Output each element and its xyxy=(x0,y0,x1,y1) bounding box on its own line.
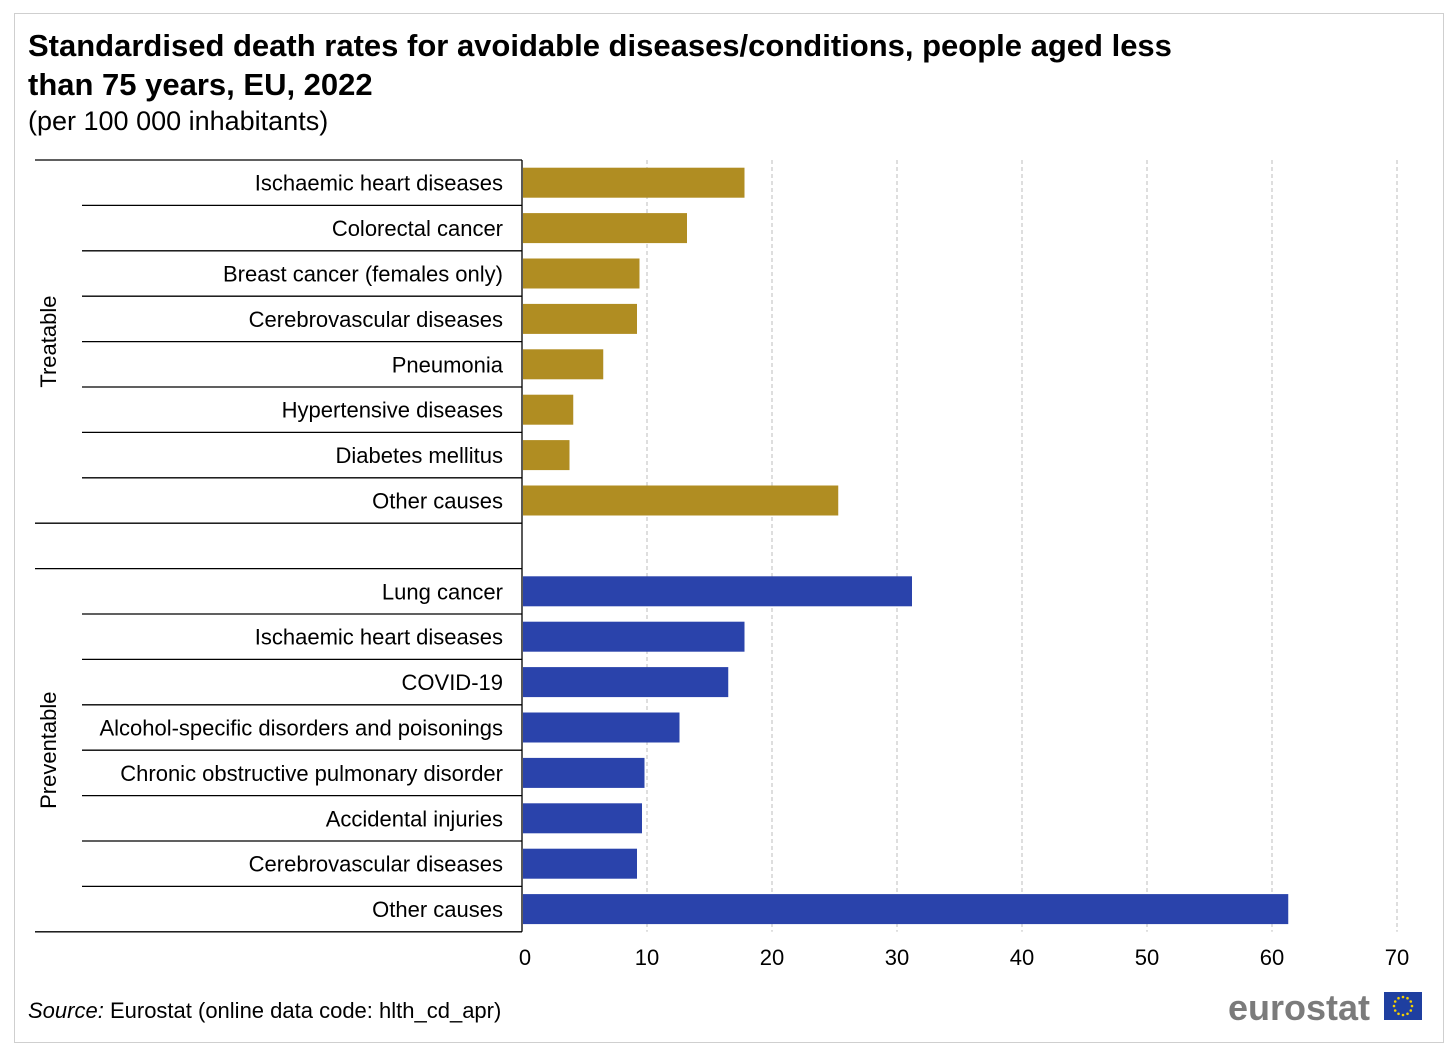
chart-title: Standardised death rates for avoidable d… xyxy=(28,28,1172,102)
category-label: Ischaemic heart diseases xyxy=(255,171,503,196)
bar xyxy=(523,303,637,334)
bar xyxy=(523,349,604,380)
x-tick-label: 70 xyxy=(1385,945,1409,970)
bar xyxy=(523,894,1289,925)
category-label: Alcohol-specific disorders and poisoning… xyxy=(99,716,503,741)
bar xyxy=(523,712,680,743)
category-label: Other causes xyxy=(372,489,503,514)
eu-flag-icon xyxy=(1384,992,1422,1020)
group-label: Treatable xyxy=(36,296,61,388)
category-label: Hypertensive diseases xyxy=(282,398,503,423)
category-label: Colorectal cancer xyxy=(332,216,503,241)
category-label: Ischaemic heart diseases xyxy=(255,625,503,650)
x-tick-label: 60 xyxy=(1260,945,1284,970)
x-tick-label: 40 xyxy=(1010,945,1034,970)
chart-subtitle: (per 100 000 inhabitants) xyxy=(28,106,329,136)
bar xyxy=(523,213,687,244)
bar xyxy=(523,167,745,198)
category-label: Diabetes mellitus xyxy=(335,443,503,468)
bar xyxy=(523,258,640,289)
category-label: Other causes xyxy=(372,897,503,922)
category-label: Lung cancer xyxy=(382,579,503,604)
x-tick-label: 20 xyxy=(760,945,784,970)
bar xyxy=(523,757,645,788)
bar xyxy=(523,485,839,516)
bar xyxy=(523,803,642,834)
x-tick-label: 50 xyxy=(1135,945,1159,970)
bar xyxy=(523,576,912,607)
category-label: Cerebrovascular diseases xyxy=(249,852,503,877)
category-label: Accidental injuries xyxy=(326,806,503,831)
category-label: Chronic obstructive pulmonary disorder xyxy=(120,761,503,786)
group-label: Preventable xyxy=(36,691,61,808)
category-label: Cerebrovascular diseases xyxy=(249,307,503,332)
x-tick-label: 10 xyxy=(635,945,659,970)
bar xyxy=(523,440,570,471)
category-label: Breast cancer (females only) xyxy=(223,262,503,287)
bar xyxy=(523,848,637,879)
bar xyxy=(523,667,729,698)
chart-frame xyxy=(14,13,1444,1043)
bar xyxy=(523,394,574,425)
source-label: Source: xyxy=(28,998,104,1023)
category-label: COVID-19 xyxy=(402,670,503,695)
source-note: Source: Eurostat (online data code: hlth… xyxy=(28,996,501,1026)
x-tick-label: 0 xyxy=(519,945,531,970)
source-text: Eurostat (online data code: hlth_cd_apr) xyxy=(109,998,502,1023)
logo-text: eurostat xyxy=(1228,987,1371,1028)
bar xyxy=(523,621,745,652)
category-label: Pneumonia xyxy=(392,352,504,377)
x-tick-label: 30 xyxy=(885,945,909,970)
